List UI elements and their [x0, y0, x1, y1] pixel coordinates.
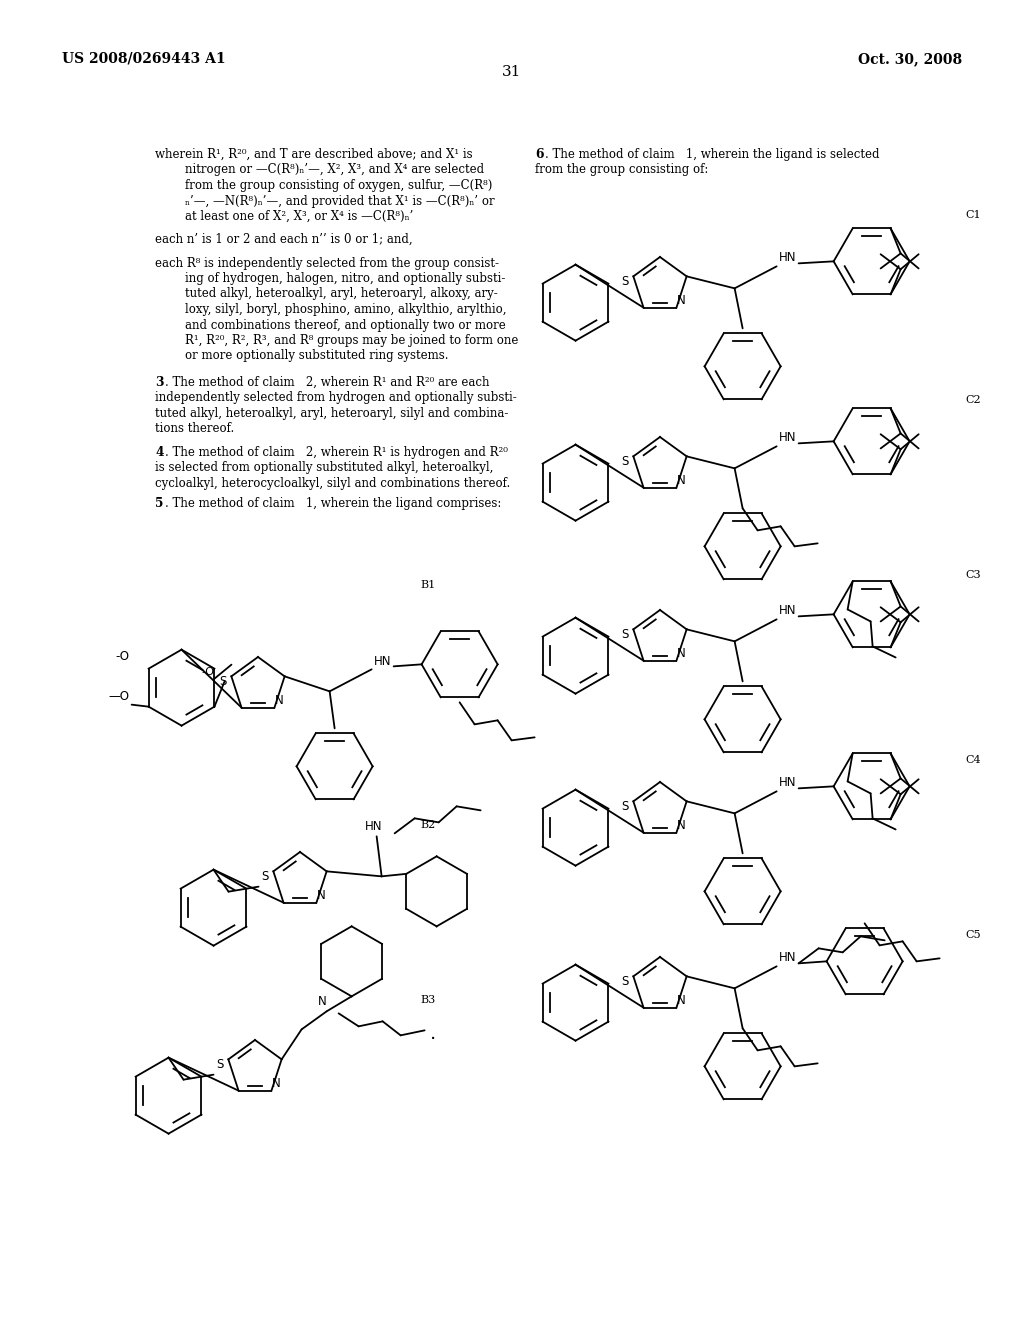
Text: . The method of claim   1, wherein the ligand comprises:: . The method of claim 1, wherein the lig…	[165, 496, 502, 510]
Text: N: N	[677, 474, 686, 487]
Text: S: S	[622, 628, 629, 640]
Text: C5: C5	[965, 931, 981, 940]
Text: HN: HN	[365, 820, 382, 833]
Text: wherein R¹, R²⁰, and T are described above; and X¹ is: wherein R¹, R²⁰, and T are described abo…	[155, 148, 473, 161]
Text: tuted alkyl, heteroalkyl, aryl, heteroaryl, silyl and combina-: tuted alkyl, heteroalkyl, aryl, heteroar…	[155, 407, 508, 420]
Text: ₙ’—, —N(R⁸)ₙ’—, and provided that X¹ is —C(R⁸)ₙ’ or: ₙ’—, —N(R⁸)ₙ’—, and provided that X¹ is …	[185, 194, 495, 207]
Text: Oct. 30, 2008: Oct. 30, 2008	[858, 51, 962, 66]
Text: —O: —O	[109, 690, 130, 704]
Text: S: S	[217, 1057, 224, 1071]
Text: N: N	[318, 995, 327, 1008]
Text: and combinations thereof, and optionally two or more: and combinations thereof, and optionally…	[185, 318, 506, 331]
Text: S: S	[622, 455, 629, 467]
Text: -O: -O	[116, 649, 130, 663]
Text: S: S	[220, 675, 227, 688]
Text: R¹, R²⁰, R², R³, and R⁸ groups may be joined to form one: R¹, R²⁰, R², R³, and R⁸ groups may be jo…	[185, 334, 518, 347]
Text: . The method of claim   2, wherein R¹ and R²⁰ are each: . The method of claim 2, wherein R¹ and …	[165, 376, 489, 389]
Text: 31: 31	[503, 65, 521, 79]
Text: C2: C2	[965, 395, 981, 405]
Text: N: N	[677, 294, 686, 308]
Text: C4: C4	[965, 755, 981, 766]
Text: each R⁸ is independently selected from the group consist-: each R⁸ is independently selected from t…	[155, 256, 499, 269]
Text: HN: HN	[778, 950, 796, 964]
Text: -O: -O	[202, 667, 214, 677]
Text: C3: C3	[965, 570, 981, 579]
Text: or more optionally substituted ring systems.: or more optionally substituted ring syst…	[185, 350, 449, 363]
Text: each n’ is 1 or 2 and each n’’ is 0 or 1; and,: each n’ is 1 or 2 and each n’’ is 0 or 1…	[155, 234, 413, 247]
Text: nitrogen or —C(R⁸)ₙ’—, X², X³, and X⁴ are selected: nitrogen or —C(R⁸)ₙ’—, X², X³, and X⁴ ar…	[185, 164, 484, 177]
Text: cycloalkyl, heterocycloalkyl, silyl and combinations thereof.: cycloalkyl, heterocycloalkyl, silyl and …	[155, 477, 510, 490]
Text: S: S	[622, 975, 629, 987]
Text: 3: 3	[155, 376, 164, 389]
Text: 4: 4	[155, 446, 164, 458]
Text: at least one of X², X³, or X⁴ is —C(R⁸)ₙ’: at least one of X², X³, or X⁴ is —C(R⁸)ₙ…	[185, 210, 414, 223]
Text: HN: HN	[778, 603, 796, 616]
Text: B3: B3	[420, 995, 435, 1005]
Text: N: N	[272, 1077, 281, 1090]
Text: from the group consisting of:: from the group consisting of:	[535, 164, 709, 177]
Text: is selected from optionally substituted alkyl, heteroalkyl,: is selected from optionally substituted …	[155, 461, 494, 474]
Text: .: .	[430, 1024, 436, 1043]
Text: tions thereof.: tions thereof.	[155, 422, 234, 436]
Text: N: N	[275, 694, 284, 708]
Text: US 2008/0269443 A1: US 2008/0269443 A1	[62, 51, 225, 66]
Text: HN: HN	[778, 776, 796, 789]
Text: N: N	[677, 647, 686, 660]
Text: 6: 6	[535, 148, 544, 161]
Text: loxy, silyl, boryl, phosphino, amino, alkylthio, arylthio,: loxy, silyl, boryl, phosphino, amino, al…	[185, 304, 507, 315]
Text: from the group consisting of oxygen, sulfur, —C(R⁸): from the group consisting of oxygen, sul…	[185, 180, 493, 191]
Text: HN: HN	[778, 251, 796, 264]
Text: ing of hydrogen, halogen, nitro, and optionally substi-: ing of hydrogen, halogen, nitro, and opt…	[185, 272, 506, 285]
Text: HN: HN	[374, 655, 391, 668]
Text: B2: B2	[420, 820, 435, 830]
Text: N: N	[677, 994, 686, 1007]
Text: S: S	[622, 275, 629, 288]
Text: independently selected from hydrogen and optionally substi-: independently selected from hydrogen and…	[155, 391, 517, 404]
Text: 5: 5	[155, 496, 164, 510]
Text: C1: C1	[965, 210, 981, 220]
Text: N: N	[677, 820, 686, 832]
Text: tuted alkyl, heteroalkyl, aryl, heteroaryl, alkoxy, ary-: tuted alkyl, heteroalkyl, aryl, heteroar…	[185, 288, 498, 301]
Text: S: S	[262, 870, 269, 883]
Text: . The method of claim   2, wherein R¹ is hydrogen and R²⁰: . The method of claim 2, wherein R¹ is h…	[165, 446, 508, 458]
Text: . The method of claim   1, wherein the ligand is selected: . The method of claim 1, wherein the lig…	[545, 148, 880, 161]
Text: B1: B1	[420, 579, 435, 590]
Text: HN: HN	[778, 430, 796, 444]
Text: N: N	[317, 890, 326, 902]
Text: S: S	[622, 800, 629, 813]
